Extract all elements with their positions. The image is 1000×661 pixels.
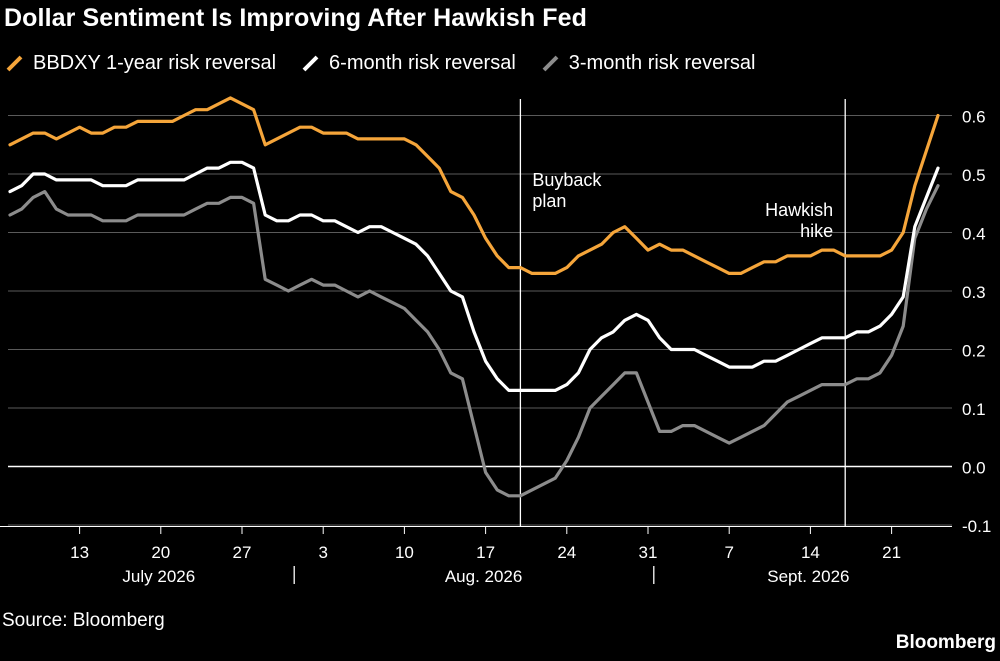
- y-tick-label: 0.4: [962, 225, 986, 244]
- legend-item-6m: 6-month risk reversal: [302, 52, 516, 75]
- annotation-label: plan: [532, 191, 566, 211]
- series-line-6m: [8, 160, 940, 392]
- legend-item-3m: 3-month risk reversal: [542, 51, 756, 75]
- x-tick-label: 27: [233, 543, 252, 562]
- y-tick-label: 0.5: [962, 166, 986, 185]
- legend-label-6m: 6-month risk reversal: [329, 51, 516, 74]
- x-tick-label: 14: [801, 543, 820, 562]
- legend-swatch-gray: [542, 55, 559, 72]
- x-tick-label: 17: [476, 543, 495, 562]
- y-tick-label: -0.1: [962, 517, 991, 536]
- month-label: Sept. 2026: [767, 567, 849, 586]
- legend-label-3m: 3-month risk reversal: [568, 51, 756, 74]
- annotation-label: Hawkish: [765, 200, 833, 220]
- x-tick-label: 21: [882, 543, 901, 562]
- series-line-3m: [8, 184, 940, 498]
- legend: BBDXY 1-year risk reversal 6-month risk …: [6, 50, 781, 76]
- legend-item-bbdxy-1y: BBDXY 1-year risk reversal: [6, 52, 276, 75]
- annotation-label: Buyback: [532, 170, 602, 190]
- x-tick-label: 24: [557, 543, 576, 562]
- y-tick-label: 0.1: [962, 400, 986, 419]
- y-tick-label: 0.3: [962, 283, 986, 302]
- annotation-label: hike: [800, 221, 833, 241]
- legend-swatch-white: [302, 55, 319, 72]
- legend-swatch-orange: [6, 55, 23, 72]
- y-tick-label: 0.0: [962, 459, 986, 478]
- y-tick-label: 0.6: [962, 108, 986, 127]
- brand-logo: Bloomberg: [895, 632, 996, 653]
- legend-label-bbdxy-1y: BBDXY 1-year risk reversal: [33, 51, 277, 74]
- y-tick-label: 0.2: [962, 342, 986, 361]
- x-tick-label: 31: [639, 543, 658, 562]
- series-line-bbdxy-1y: [8, 96, 940, 275]
- chart-title: Dollar Sentiment Is Improving After Hawk…: [4, 4, 588, 32]
- month-label: Aug. 2026: [445, 567, 523, 586]
- month-label: July 2026: [122, 567, 195, 586]
- x-tick-label: 7: [724, 543, 733, 562]
- x-tick-label: 3: [318, 543, 327, 562]
- source-note: Source: Bloomberg: [2, 610, 165, 631]
- x-tick-label: 13: [70, 543, 89, 562]
- x-tick-label: 20: [151, 543, 170, 562]
- x-tick-label: 10: [395, 543, 414, 562]
